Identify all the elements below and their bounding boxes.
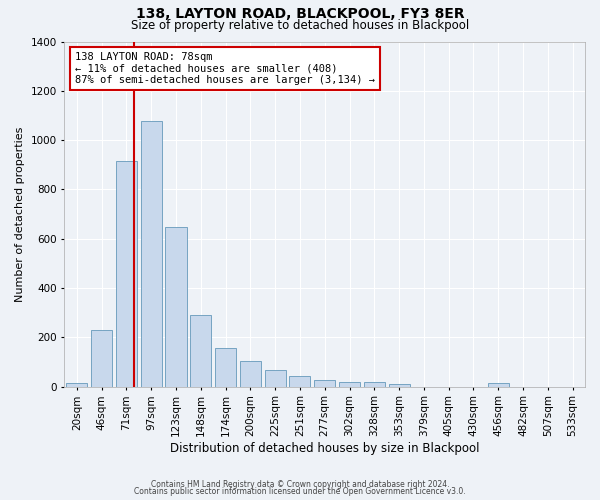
Bar: [240, 361, 261, 386]
Bar: [190, 315, 211, 386]
Bar: [67, 383, 88, 386]
Bar: [289, 376, 310, 386]
Text: 138 LAYTON ROAD: 78sqm
← 11% of detached houses are smaller (408)
87% of semi-de: 138 LAYTON ROAD: 78sqm ← 11% of detached…: [75, 52, 375, 85]
Text: 138, LAYTON ROAD, BLACKPOOL, FY3 8ER: 138, LAYTON ROAD, BLACKPOOL, FY3 8ER: [136, 8, 464, 22]
Bar: [265, 370, 286, 386]
Bar: [140, 121, 162, 386]
Y-axis label: Number of detached properties: Number of detached properties: [15, 126, 25, 302]
X-axis label: Distribution of detached houses by size in Blackpool: Distribution of detached houses by size …: [170, 442, 479, 455]
Bar: [166, 226, 187, 386]
Text: Contains HM Land Registry data © Crown copyright and database right 2024.: Contains HM Land Registry data © Crown c…: [151, 480, 449, 489]
Bar: [91, 330, 112, 386]
Bar: [314, 380, 335, 386]
Bar: [364, 382, 385, 386]
Bar: [339, 382, 360, 386]
Bar: [116, 161, 137, 386]
Text: Contains public sector information licensed under the Open Government Licence v3: Contains public sector information licen…: [134, 487, 466, 496]
Text: Size of property relative to detached houses in Blackpool: Size of property relative to detached ho…: [131, 18, 469, 32]
Bar: [215, 348, 236, 387]
Bar: [488, 383, 509, 386]
Bar: [389, 384, 410, 386]
